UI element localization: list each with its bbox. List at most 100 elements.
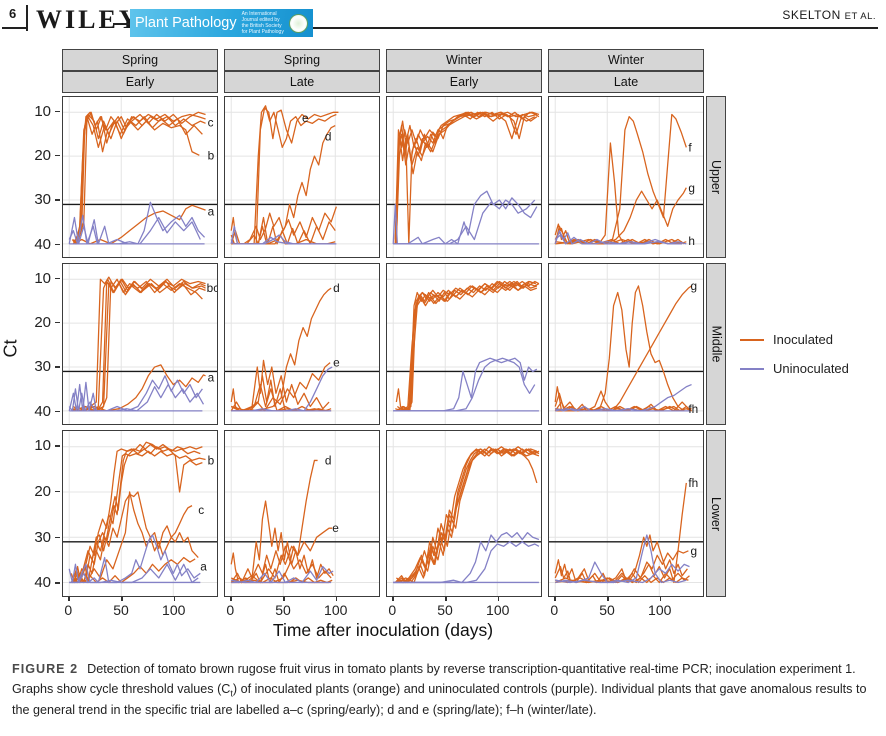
x-tick-label: 100	[486, 602, 510, 618]
panel-lower-winter-early	[386, 430, 542, 597]
y-tick-label: 30	[34, 191, 51, 209]
anomaly-label: g	[688, 181, 695, 195]
page-number: 6	[9, 6, 17, 21]
anomaly-label: d	[325, 129, 332, 143]
y-tick-mark	[55, 410, 60, 413]
panel-plot: de	[225, 264, 379, 424]
anomaly-label: e	[302, 111, 309, 125]
x-tick-label: 50	[275, 602, 291, 618]
anomaly-label: fh	[688, 476, 698, 490]
panel-plot	[387, 97, 541, 257]
uninoculated-line	[554, 230, 687, 245]
anomaly-label: fh	[688, 402, 698, 416]
y-tick-label: 30	[34, 358, 51, 376]
inoculated-line	[230, 107, 339, 245]
x-axis-ticks: 0 50 100	[224, 597, 380, 623]
inoculated-line	[397, 280, 536, 412]
inoculated-line	[395, 111, 540, 240]
x-tick-label: 100	[162, 602, 186, 618]
legend-item-uninoculated: Uninoculated	[740, 361, 849, 376]
inoculated-line	[70, 441, 203, 584]
panel-middle-spring-early: bc a	[62, 263, 218, 425]
society-logo-icon	[289, 13, 308, 33]
inoculated-line	[395, 111, 538, 245]
facet-col-strip: Late	[548, 71, 704, 93]
x-tick-mark	[335, 597, 338, 601]
inoculated-line	[70, 556, 196, 584]
x-tick-mark	[607, 597, 609, 601]
inoculated-line	[397, 283, 540, 412]
inoculated-line	[230, 552, 333, 584]
facet-col-strip: Early	[386, 71, 542, 93]
panel-lower-winter-late: fh g	[548, 430, 704, 597]
y-tick-label: 40	[34, 574, 51, 592]
inoculated-line	[230, 375, 332, 412]
uninoculated-line	[555, 408, 691, 412]
inoculated-line	[555, 285, 685, 412]
anomaly-label: g	[691, 279, 698, 293]
x-tick-mark	[392, 597, 394, 601]
inoculated-line	[231, 362, 331, 412]
facet-row-strip: Upper	[706, 96, 726, 258]
uninoculated-line	[68, 214, 201, 245]
uninoculated-line	[68, 534, 201, 584]
y-axis-ticks: 10 20 30 40	[0, 430, 61, 597]
x-tick-label: 50	[599, 602, 615, 618]
inoculated-line	[230, 105, 337, 245]
x-tick-label: 50	[437, 602, 453, 618]
panel-plot: ed	[225, 97, 379, 257]
x-axis-ticks: 0 50 100	[62, 597, 218, 623]
figure-caption: FIGURE 2 Detection of tomato brown rugose…	[12, 662, 867, 717]
anomaly-label: f	[688, 140, 692, 154]
anomaly-label: c	[198, 503, 204, 517]
inoculated-line	[230, 359, 330, 412]
inoculated-line	[230, 545, 332, 584]
uninoculated-line-swatch	[740, 367, 764, 370]
y-tick-mark	[55, 154, 60, 157]
inoculated-line-swatch	[740, 338, 764, 341]
uninoculated-line	[555, 563, 690, 584]
uninoculated-line	[393, 359, 536, 412]
anomaly-label: e	[332, 521, 339, 535]
inoculated-line	[74, 278, 206, 412]
panel-lower-spring-early: b c a	[62, 430, 218, 597]
inoculated-line	[231, 124, 336, 245]
x-axis-title: Time after inoculation (days)	[272, 620, 494, 640]
x-tick-mark	[497, 597, 500, 601]
panel-plot: c b a	[63, 97, 217, 257]
x-tick-mark	[121, 597, 123, 601]
facet-row-strip: Middle	[706, 263, 726, 425]
y-tick-label: 10	[34, 269, 51, 287]
y-tick-mark	[55, 243, 60, 246]
header-rule-vertical	[26, 5, 28, 31]
anomaly-label: b	[208, 148, 215, 162]
anomaly-label: bc	[207, 281, 217, 295]
x-tick-mark	[445, 597, 447, 601]
header-rule-right	[313, 27, 878, 29]
x-tick-label: 0	[226, 602, 235, 618]
x-tick-label: 50	[113, 602, 129, 618]
uninoculated-line	[69, 563, 199, 584]
inoculated-line	[231, 459, 318, 584]
facet-col-strip: Spring	[62, 49, 218, 71]
anomaly-label: c	[208, 115, 214, 129]
y-tick-label: 10	[34, 102, 51, 120]
uninoculated-line	[231, 579, 332, 584]
inoculated-line	[554, 142, 683, 245]
uninoculated-line	[231, 366, 333, 412]
y-tick-mark	[55, 110, 60, 113]
y-tick-mark	[55, 366, 60, 368]
anomaly-label: b	[208, 453, 215, 467]
inoculated-line	[72, 446, 203, 584]
y-axis-ticks: 10 20 30 40	[0, 96, 61, 258]
panel-plot: de	[225, 431, 379, 596]
legend-item-inoculated: Inoculated	[740, 332, 849, 347]
inoculated-line	[71, 450, 206, 584]
y-tick-mark	[55, 199, 60, 201]
inoculated-line	[395, 280, 536, 412]
panel-upper-winter-early	[386, 96, 542, 258]
anomaly-label: e	[333, 356, 340, 370]
x-tick-mark	[283, 597, 285, 601]
legend: Inoculated Uninoculated	[740, 332, 849, 390]
